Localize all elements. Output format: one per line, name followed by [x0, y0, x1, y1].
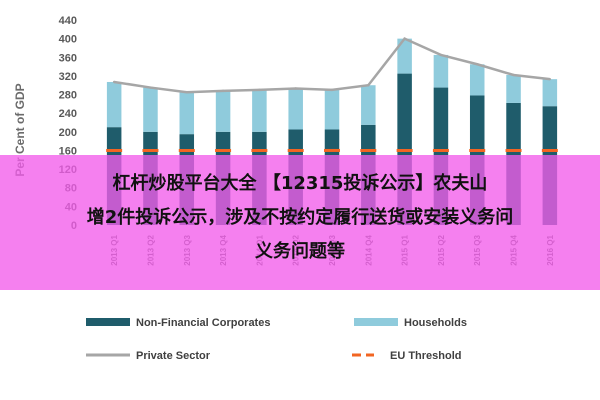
legend-label-private-sector: Private Sector: [136, 350, 211, 362]
bar-households: [288, 88, 303, 130]
private-sector-group: [112, 37, 552, 94]
private-sector-point: [294, 87, 297, 90]
private-sector-point: [367, 84, 370, 87]
bar-households: [324, 89, 340, 130]
legend-label-corporates: Non-Financial Corporates: [136, 317, 270, 329]
private-sector-point: [221, 89, 225, 93]
bar-households: [542, 79, 558, 107]
y-tick-label: 320: [59, 71, 77, 83]
y-tick-label: 160: [59, 145, 77, 157]
bar-households: [252, 89, 267, 132]
watermark-overlay: 杠杆炒股平台大全 【12315投诉公示】农夫山 增2件投诉公示，涉及不按约定履行…: [0, 155, 600, 290]
y-tick-label: 280: [59, 90, 77, 102]
legend: Non-Financial Corporates Households Priv…: [86, 317, 467, 362]
bar-households: [106, 81, 122, 128]
y-tick-label: 440: [59, 15, 77, 27]
overlay-text: 杠杆炒股平台大全 【12315投诉公示】农夫山 增2件投诉公示，涉及不按约定履行…: [0, 167, 600, 269]
bar-households: [143, 87, 158, 132]
y-tick-label: 240: [59, 108, 77, 120]
y-tick-label: 200: [59, 127, 77, 139]
bar-households: [397, 38, 412, 74]
bar-households: [469, 64, 485, 96]
private-sector-point: [149, 86, 152, 89]
legend-label-households: Households: [404, 317, 467, 329]
private-sector-point: [185, 91, 188, 94]
legend-swatch-corporates: [86, 318, 130, 326]
bar-households: [179, 92, 195, 135]
private-sector-point: [403, 37, 406, 40]
private-sector-point: [512, 73, 515, 77]
private-sector-point: [330, 88, 334, 92]
private-sector-point: [258, 88, 261, 92]
bar-households: [215, 90, 231, 132]
overlay-line-3: 义务问题等: [255, 241, 345, 262]
y-axis-label: Per Cent of GDP: [13, 83, 27, 176]
bar-households: [506, 74, 521, 103]
legend-swatch-households: [354, 318, 398, 326]
private-sector-point: [112, 80, 116, 84]
overlay-line-2: 增2件投诉公示，涉及不按约定履行送货或安装义务问: [86, 207, 514, 228]
private-sector-point: [548, 77, 552, 81]
y-tick-label: 360: [59, 52, 77, 64]
private-sector-point: [476, 63, 479, 66]
y-tick-label: 400: [59, 34, 77, 46]
bar-households: [433, 54, 449, 88]
legend-label-eu-threshold: EU Threshold: [390, 350, 462, 362]
overlay-line-1: 杠杆炒股平台大全 【12315投诉公示】农夫山: [112, 173, 488, 194]
private-sector-point: [439, 53, 443, 57]
bar-households: [361, 85, 376, 125]
